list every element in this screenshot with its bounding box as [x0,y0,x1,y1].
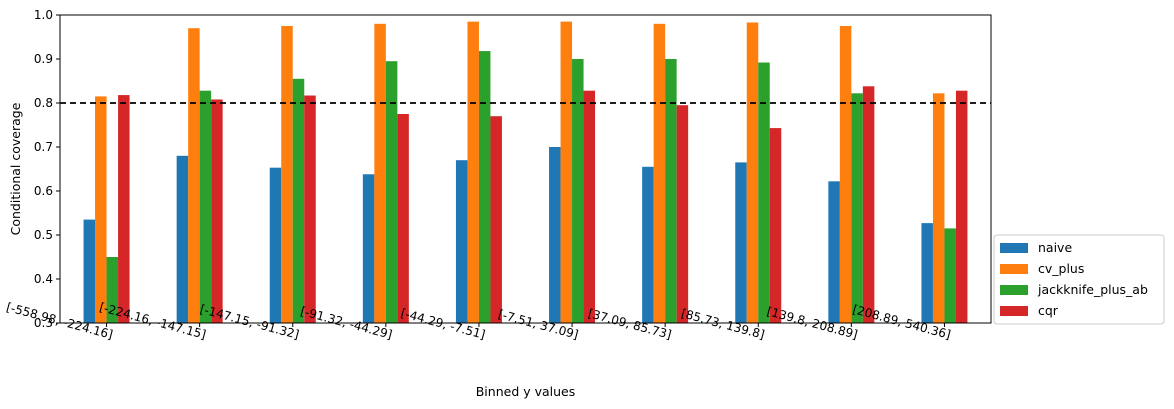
bar-naive-3 [362,174,375,323]
bar-cqr-1 [211,99,223,323]
legend-label-jackknife_plus_ab: jackknife_plus_ab [1037,282,1148,297]
bar-cqr-2 [304,95,316,324]
y-tick-label: 0.5 [34,228,53,242]
bar-jackknife_plus_ab-0 [106,257,119,323]
bar-cqr-6 [676,105,689,323]
y-tick-label: 0.3 [34,316,53,330]
bars-layer [83,21,968,324]
bar-cv_plus-5 [560,21,573,323]
bar-jackknife_plus_ab-6 [665,59,677,323]
bar-naive-0 [83,219,96,323]
bar-jackknife_plus_ab-2 [292,78,305,323]
y-tick-label: 0.9 [34,52,53,66]
bar-naive-9 [921,223,933,323]
bar-cv_plus-2 [281,26,293,323]
bar-cv_plus-9 [932,93,945,323]
bar-cv_plus-4 [467,21,479,323]
bar-cv_plus-8 [839,26,852,323]
bar-cqr-3 [397,114,409,323]
bar-naive-8 [828,181,840,323]
y-tick-label: 0.6 [34,184,53,198]
y-axis: 0.3 0.4 0.5 0.6 0.7 0.8 0.9 1.0 [34,8,60,330]
bar-naive-4 [455,160,468,323]
bar-cqr-0 [118,95,130,323]
bar-cv_plus-3 [374,23,386,324]
bar-cqr-9 [955,90,968,324]
y-tick-label: 0.8 [34,96,53,110]
legend-swatch-cv_plus [1000,264,1028,274]
y-tick-label: 0.7 [34,140,53,154]
bar-jackknife_plus_ab-4 [478,51,491,324]
bar-jackknife_plus_ab-9 [944,228,956,323]
bar-cqr-5 [583,90,596,324]
bar-cv_plus-6 [653,23,666,324]
plot-frame [59,14,992,324]
bar-cv_plus-0 [95,96,107,324]
bar-jackknife_plus_ab-8 [851,93,863,323]
bar-jackknife_plus_ab-7 [758,62,770,324]
bar-jackknife_plus_ab-1 [199,90,212,324]
bar-naive-1 [176,155,189,323]
bar-cqr-4 [490,116,502,323]
y-tick-label: 1.0 [34,8,53,22]
bar-naive-2 [269,167,282,323]
legend-box [993,234,1165,325]
bar-jackknife_plus_ab-3 [385,61,398,323]
legend-label-naive: naive [1038,240,1072,255]
y-axis-label: Conditional coverage [8,102,23,235]
bar-naive-7 [735,162,747,323]
x-axis-label: Binned y values [476,384,576,399]
bar-cqr-7 [769,128,782,323]
bar-naive-6 [642,166,654,323]
bar-cv_plus-1 [188,28,200,323]
legend-swatch-naive [1000,243,1028,253]
y-tick-label: 0.4 [34,272,53,286]
legend-label-cv_plus: cv_plus [1038,261,1084,276]
legend-label-cqr: cqr [1038,303,1059,318]
bar-cv_plus-7 [746,22,759,323]
legend-swatch-cqr [1000,306,1028,316]
bar-cqr-8 [862,86,875,323]
bar-naive-5 [549,147,561,323]
legend-swatch-jackknife_plus_ab [1000,285,1028,295]
bar-jackknife_plus_ab-5 [572,59,584,323]
